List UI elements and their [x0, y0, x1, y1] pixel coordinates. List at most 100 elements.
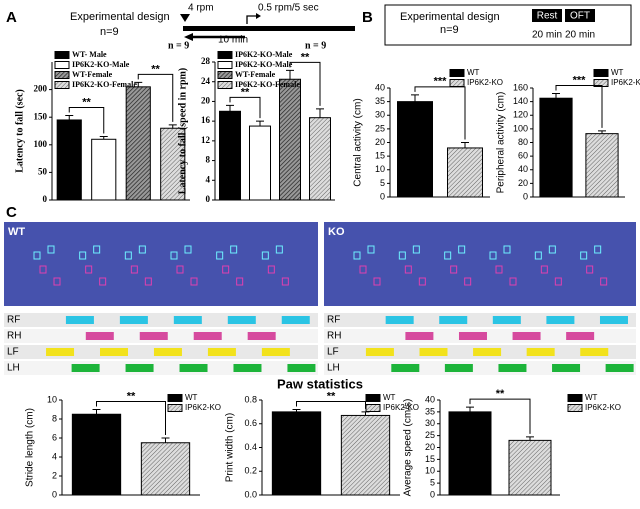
legend-swatch — [365, 394, 381, 402]
y-tick-label: 5 — [380, 178, 385, 188]
lane-background — [4, 361, 318, 375]
bar — [539, 97, 573, 198]
legend-swatch — [217, 51, 233, 59]
lane-label: RF — [327, 315, 340, 326]
footprint — [130, 265, 138, 274]
lane-label: LF — [7, 347, 19, 358]
y-tick-label: 12 — [201, 135, 211, 145]
y-axis-label: Central activity (cm) — [353, 98, 364, 186]
panel-label: C — [6, 204, 17, 221]
footprint — [367, 245, 375, 254]
legend-label: IP6K2-KO — [185, 403, 221, 412]
legend-swatch — [567, 404, 583, 412]
y-tick-label: 120 — [513, 110, 528, 120]
oft-label: OFT — [570, 11, 590, 22]
stance-phase — [281, 316, 310, 324]
ramp-label: 0.5 rpm/5 sec — [258, 3, 319, 14]
lane-label: LF — [327, 347, 339, 358]
y-tick-label: 0 — [430, 489, 435, 499]
legend-swatch — [54, 51, 70, 59]
footprint-image — [324, 222, 636, 306]
stance-phase — [473, 348, 502, 356]
significance-label: *** — [573, 74, 587, 86]
legend-swatch — [567, 394, 583, 402]
oft-block — [565, 9, 595, 22]
y-tick-label: 0.6 — [244, 418, 257, 428]
error-bar — [256, 120, 264, 127]
footprint — [39, 265, 47, 274]
y-tick-label: 140 — [513, 96, 528, 106]
y-tick-label: 200 — [34, 84, 48, 94]
duration-arrowhead — [184, 33, 193, 41]
footprint — [47, 245, 55, 254]
error-bar — [361, 411, 370, 416]
rest-block — [532, 9, 562, 22]
bar — [140, 442, 191, 496]
y-tick-label: 20 — [425, 442, 435, 452]
y-tick-label: 10 — [375, 164, 385, 174]
footprint — [353, 251, 361, 260]
footprint — [281, 277, 289, 286]
significance-label: ** — [327, 390, 336, 402]
footprint — [99, 277, 107, 286]
y-axis-label: Stride length (cm) — [25, 408, 36, 487]
y-tick-label: 28 — [201, 56, 211, 66]
lane-background — [324, 361, 636, 375]
footprint — [216, 251, 224, 260]
legend-label: WT — [383, 393, 396, 402]
significance-bracket — [229, 96, 261, 119]
footprint — [594, 245, 602, 254]
bar — [448, 411, 492, 496]
y-tick-label: 40 — [375, 82, 385, 92]
footprint — [144, 277, 152, 286]
stance-phase — [193, 332, 222, 340]
footprint — [398, 251, 406, 260]
significance-label: *** — [434, 76, 448, 88]
stance-phase — [566, 332, 595, 340]
error-bar — [168, 124, 177, 129]
legend-label: IP6K2-KO — [467, 78, 503, 87]
section-title: Paw statistics — [277, 376, 363, 391]
stance-phase — [153, 348, 182, 356]
y-tick-label: 0.8 — [244, 394, 257, 404]
y-tick-label: 25 — [425, 430, 435, 440]
stance-phase — [179, 364, 208, 372]
footprint — [124, 251, 132, 260]
y-tick-label: 0 — [523, 191, 528, 201]
timeline — [183, 26, 355, 31]
bar — [91, 138, 117, 201]
bar — [309, 117, 331, 201]
error-bar — [161, 437, 170, 443]
legend-swatch — [217, 71, 233, 79]
legend-label: WT-Female — [235, 70, 276, 79]
y-tick-label: 30 — [425, 418, 435, 428]
legend-swatch — [54, 71, 70, 79]
y-tick-label: 35 — [375, 96, 385, 106]
error-bar — [134, 81, 143, 87]
y-tick-label: 24 — [201, 76, 211, 86]
footprint — [176, 265, 184, 274]
bar — [56, 119, 82, 201]
bar — [125, 86, 151, 201]
y-tick-label: 0.2 — [244, 466, 257, 476]
error-bar — [292, 409, 301, 412]
stance-phase — [552, 364, 581, 372]
stance-phase — [287, 364, 316, 372]
stance-phase — [605, 364, 634, 372]
error-bar — [461, 142, 469, 148]
footprint — [33, 251, 41, 260]
legend-label: IP6K2-KO-Male — [72, 60, 130, 69]
y-tick-label: 10 — [425, 466, 435, 476]
lane-background — [324, 313, 636, 327]
footprint — [359, 265, 367, 274]
stance-phase — [405, 332, 434, 340]
bar — [71, 413, 122, 496]
stance-phase — [119, 316, 148, 324]
footprint — [534, 251, 542, 260]
design-n: n=9 — [440, 24, 459, 36]
stance-phase — [498, 364, 527, 372]
ramp-arrowhead — [256, 13, 261, 19]
footprint — [418, 277, 426, 286]
legend-label: WT — [585, 393, 598, 402]
